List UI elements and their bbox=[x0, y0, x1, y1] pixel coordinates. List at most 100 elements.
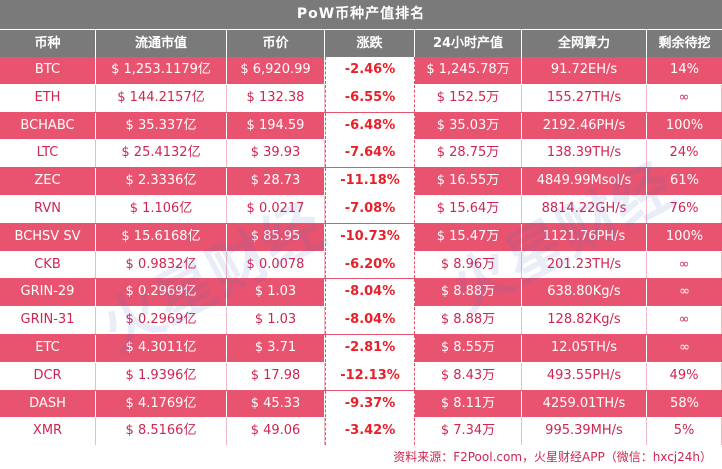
table-body: BTC $ 1,253.1179亿 $ 6,920.99 -2.46% $ 1,245.… bbox=[0, 57, 722, 469]
cell-output-24h: $ 8.88万 bbox=[415, 279, 522, 307]
cell-output-24h: $ 8.96万 bbox=[415, 251, 522, 279]
cell-market-cap: $ 35.337亿 bbox=[96, 112, 227, 140]
header-coin: 币种 bbox=[0, 30, 96, 57]
cell-price: $ 1.03 bbox=[227, 279, 325, 307]
cell-change: -6.48% bbox=[325, 112, 415, 140]
cell-remaining: 76% bbox=[647, 195, 722, 223]
table-row: RVN $ 1.106亿 $ 0.0217 -7.08% $ 15.64万 8814.22… bbox=[0, 195, 722, 224]
cell-hashrate: 12.05TH/s bbox=[522, 334, 647, 362]
cell-change: -7.08% bbox=[325, 195, 415, 223]
cell-market-cap: $ 1.9396亿 bbox=[96, 362, 227, 390]
cell-coin: ETH bbox=[0, 84, 96, 112]
cell-coin: ZEC bbox=[0, 168, 96, 195]
cell-price: $ 0.0217 bbox=[227, 195, 325, 223]
cell-remaining: ∞ bbox=[647, 251, 722, 279]
cell-market-cap: $ 1,253.1179亿 bbox=[96, 57, 227, 84]
cell-price: $ 28.73 bbox=[227, 168, 325, 195]
cell-price: $ 85.95 bbox=[227, 223, 325, 251]
cell-remaining: 5% bbox=[647, 418, 722, 446]
cell-remaining: 14% bbox=[670, 62, 699, 77]
cell-market-cap: $ 144.2157亿 bbox=[96, 84, 227, 112]
cell-output-24h: $ 16.55万 bbox=[415, 168, 522, 195]
cell-hashrate: 995.39MH/s bbox=[522, 418, 647, 446]
table-row: XMR $ 8.5166亿 $ 49.06 -3.42% $ 7.34万 995.39MH… bbox=[0, 418, 722, 447]
header-change: 涨跌 bbox=[325, 30, 415, 57]
cell-hashrate: 2192.46PH/s bbox=[522, 112, 647, 140]
cell-remaining: 49% bbox=[647, 362, 722, 390]
cell-coin: DCR bbox=[0, 362, 96, 390]
table-row: DASH $ 4.1769亿 $ 45.33 -9.37% $ 8.11万 4259.01… bbox=[0, 390, 722, 419]
cell-coin: GRIN-31 bbox=[0, 307, 96, 334]
cell-market-cap: $ 1.106亿 bbox=[96, 195, 227, 223]
cell-change: -6.55% bbox=[325, 84, 415, 112]
table-row: GRIN-29 $ 0.2969亿 $ 1.03 -8.04% $ 8.88万 638.8… bbox=[0, 279, 722, 308]
cell-change: -10.73% bbox=[325, 223, 415, 251]
cell-market-cap: $ 0.2969亿 bbox=[96, 279, 227, 307]
header-hashrate: 全网算力 bbox=[522, 30, 647, 57]
table-title: PoW币种产值排名 bbox=[0, 0, 722, 29]
cell-hashrate: 1121.76PH/s bbox=[522, 223, 647, 251]
table-row: GRIN-31 $ 0.2969亿 $ 1.03 -8.04% $ 8.88万 128.8… bbox=[0, 307, 722, 335]
cell-price: $ 17.98 bbox=[227, 362, 325, 390]
table-row: ETC $ 4.3011亿 $ 3.71 -2.81% $ 8.55万 12.05TH/s… bbox=[0, 334, 722, 363]
cell-price: $ 49.06 bbox=[227, 418, 325, 446]
cell-price: $ 3.71 bbox=[227, 334, 325, 362]
header-output-24h: 24小时产值 bbox=[415, 30, 522, 57]
cell-market-cap: $ 4.3011亿 bbox=[96, 334, 227, 362]
cell-output-24h: $ 8.55万 bbox=[415, 334, 522, 362]
cell-remaining: 100% bbox=[665, 228, 704, 244]
cell-price: $ 45.33 bbox=[227, 390, 325, 418]
cell-remaining: ∞ bbox=[647, 84, 722, 112]
cell-output-24h: $ 8.11万 bbox=[415, 390, 522, 418]
header-price: 币价 bbox=[227, 30, 325, 57]
cell-price: $ 6,920.99 bbox=[227, 57, 325, 84]
cell-market-cap: $ 8.5166亿 bbox=[96, 418, 227, 446]
cell-output-24h: $ 8.43万 bbox=[415, 362, 522, 390]
cell-output-24h: $ 8.88万 bbox=[415, 307, 522, 334]
cell-hashrate: 91.72EH/s bbox=[522, 57, 647, 84]
cell-market-cap: $ 25.4132亿 bbox=[96, 140, 227, 168]
table-row: LTC $ 25.4132亿 $ 39.93 -7.64% $ 28.75万 138.39… bbox=[0, 140, 722, 169]
cell-coin: BCHSV SV bbox=[0, 223, 96, 251]
table-row: BCHSV SV $ 15.6168亿 $ 85.95 -10.73% $ 15.47万… bbox=[0, 223, 722, 252]
cell-change: -3.42% bbox=[325, 418, 415, 446]
cell-change: -8.04% bbox=[325, 307, 415, 334]
cell-remaining: ∞ bbox=[679, 339, 690, 355]
cell-price: $ 39.93 bbox=[227, 140, 325, 168]
cell-hashrate: 201.23TH/s bbox=[522, 251, 647, 279]
cell-market-cap: $ 4.1769亿 bbox=[96, 390, 227, 418]
cell-market-cap: $ 15.6168亿 bbox=[96, 223, 227, 251]
cell-remaining: 58% bbox=[670, 395, 699, 411]
cell-output-24h: $ 7.34万 bbox=[415, 418, 522, 446]
cell-remaining: 61% bbox=[670, 173, 699, 189]
cell-remaining: ∞ bbox=[647, 307, 722, 334]
header-remaining: 剩余待挖 bbox=[658, 36, 711, 51]
cell-coin: CKB bbox=[0, 251, 96, 279]
cell-output-24h: $ 35.03万 bbox=[415, 112, 522, 140]
cell-market-cap: $ 0.9832亿 bbox=[96, 251, 227, 279]
cell-hashrate: 8814.22GH/s bbox=[522, 195, 647, 223]
cell-price: $ 0.0078 bbox=[227, 251, 325, 279]
cell-hashrate: 4259.01TH/s bbox=[522, 390, 647, 418]
table-row: BCHABC $ 35.337亿 $ 194.59 -6.48% $ 35.03万 219… bbox=[0, 112, 722, 141]
cell-hashrate: 155.27TH/s bbox=[522, 84, 647, 112]
table-row: ETH $ 144.2157亿 $ 132.38 -6.55% $ 152.5万 155.… bbox=[0, 84, 722, 113]
cell-hashrate: 138.39TH/s bbox=[522, 140, 647, 168]
cell-change: -8.04% bbox=[325, 279, 415, 307]
cell-coin: ETC bbox=[0, 334, 96, 362]
cell-output-24h: $ 15.64万 bbox=[415, 195, 522, 223]
cell-remaining: 24% bbox=[647, 140, 722, 168]
cell-coin: DASH bbox=[0, 390, 96, 418]
cell-hashrate: 638.80Kg/s bbox=[522, 279, 647, 307]
table-header-row: 币种 流通市值 币价 涨跌 24小时产值 全网算力 剩余待挖 bbox=[0, 29, 722, 57]
cell-hashrate: 128.82Kg/s bbox=[522, 307, 647, 334]
cell-hashrate: 4849.99Msol/s bbox=[522, 168, 647, 195]
cell-coin: RVN bbox=[0, 195, 96, 223]
header-market-cap: 流通市值 bbox=[96, 30, 227, 57]
cell-price: $ 194.59 bbox=[227, 112, 325, 140]
cell-change: -9.37% bbox=[325, 390, 415, 418]
cell-output-24h: $ 1,245.78万 bbox=[415, 57, 522, 84]
cell-remaining: 100% bbox=[665, 117, 704, 133]
cell-change: -2.81% bbox=[325, 334, 415, 362]
